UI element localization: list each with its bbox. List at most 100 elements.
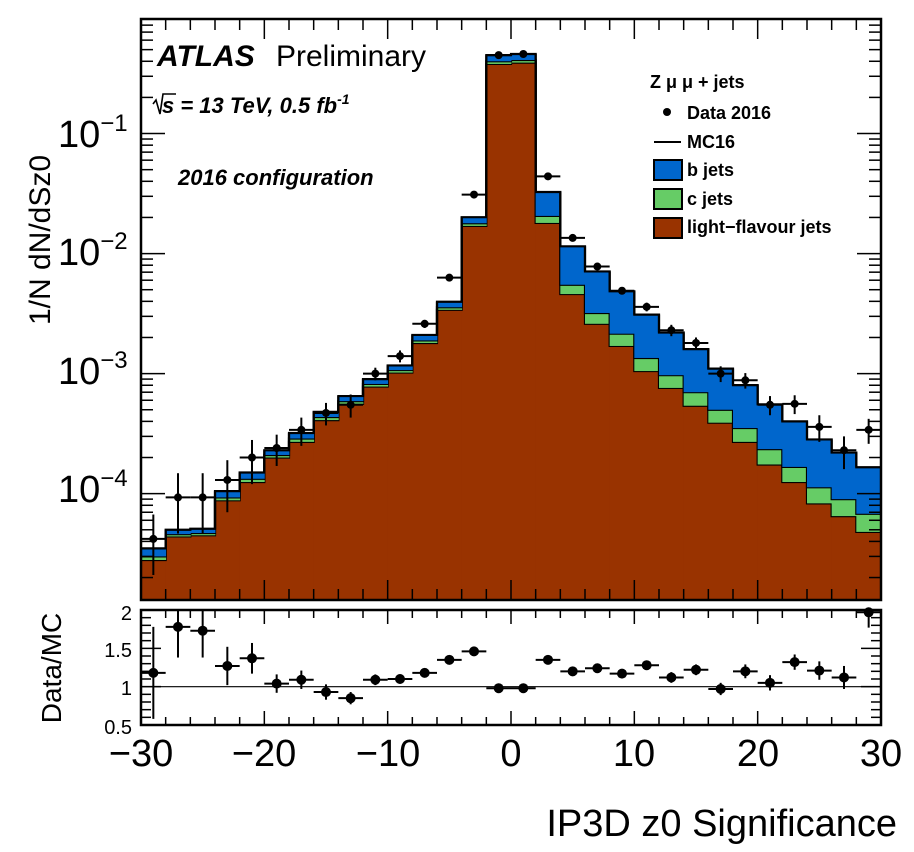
histogram-bar: [511, 62, 537, 600]
histogram-bar: [683, 405, 709, 600]
x-tick-labels: −30 −20 −10 0 10 20 30: [109, 733, 902, 775]
legend-label-light: light−flavour jets: [687, 217, 832, 237]
histogram-bar: [535, 215, 561, 223]
histogram-bar: [190, 535, 216, 600]
histogram-bar: [856, 467, 882, 514]
histogram-bar: [634, 357, 660, 372]
data-point: [174, 493, 182, 502]
x-tick-label: −20: [232, 733, 296, 775]
y-tick-label: 10−1: [58, 110, 128, 156]
data-point: [445, 273, 454, 282]
ratio-point: [666, 672, 677, 683]
histogram-bar: [412, 342, 438, 600]
histogram-bar: [659, 375, 685, 388]
histogram-bar: [634, 371, 660, 600]
histogram-bar: [437, 307, 463, 310]
histogram-bar: [437, 301, 463, 308]
histogram-bar: [634, 314, 660, 358]
ratio-point: [592, 663, 603, 674]
ratio-point: [222, 660, 233, 671]
ratio-plot-frame: [139, 608, 883, 727]
histogram-bar: [363, 379, 389, 384]
histogram-bar: [486, 61, 512, 64]
data-point: [716, 369, 725, 378]
energy-label: s = 13 TeV, 0.5 fb-1: [152, 91, 350, 118]
histogram-bar: [560, 246, 586, 285]
data-point: [519, 49, 528, 58]
ratio-point: [641, 660, 652, 671]
histogram-bar: [733, 428, 759, 442]
legend-label-b: b jets: [687, 160, 734, 180]
histogram-bar: [585, 271, 611, 313]
histogram-bar: [782, 421, 808, 467]
ratio-y-axis-label: Data/MC: [36, 613, 67, 723]
configuration-label: 2016 configuration: [177, 165, 374, 190]
histogram-bar: [165, 534, 191, 537]
histogram-bar: [560, 284, 586, 295]
legend-box-light: [653, 217, 683, 239]
ratio-point: [789, 657, 800, 668]
ratio-y-tick-label: 1: [121, 678, 132, 700]
histogram-bar: [807, 439, 833, 488]
main-y-axis-label: 1/N dN/dSz0: [24, 155, 57, 325]
histogram-bar: [461, 217, 487, 224]
histogram-bar: [165, 536, 191, 600]
data-point: [618, 286, 626, 295]
data-point: [568, 233, 577, 242]
histogram-bar: [856, 513, 882, 532]
ratio-point: [296, 674, 307, 685]
data-point: [371, 369, 380, 378]
x-axis-label: IP3D z0 Significance: [546, 803, 897, 845]
ratio-point: [469, 646, 479, 657]
data-point: [223, 475, 232, 484]
y-tick-label: 10−4: [58, 465, 128, 511]
data-point: [420, 319, 429, 328]
x-tick-label: 20: [737, 733, 779, 775]
histogram-bar: [782, 466, 808, 483]
ratio-point: [814, 665, 825, 676]
histogram-bar: [363, 383, 389, 387]
data-point: [815, 422, 824, 431]
data-point: [297, 425, 306, 434]
data-point: [396, 352, 404, 361]
atlas-label: ATLAS: [156, 40, 255, 73]
histogram-bar: [856, 531, 882, 600]
y-tick-label: 10−2: [58, 228, 128, 274]
data-point: [470, 190, 478, 199]
histogram-bar: [338, 403, 364, 600]
ratio-point: [765, 677, 775, 688]
histogram-bar: [733, 385, 759, 429]
main-data-points: [141, 49, 881, 575]
data-point: [198, 493, 207, 502]
ratio-point: [740, 666, 751, 677]
data-point: [494, 51, 503, 60]
histogram-bar: [363, 386, 389, 600]
x-tick-label: −10: [356, 733, 420, 775]
legend-header: Z μ μ + jets: [650, 72, 745, 92]
histogram-bar: [757, 449, 783, 465]
legend: Z μ μ + jets Data 2016 MC16 b jets c jet…: [650, 72, 832, 239]
ratio-point: [173, 621, 183, 632]
main-plot-frame: [139, 17, 883, 602]
ratio-y-tick-label: 1.5: [104, 640, 132, 662]
histogram-bar: [511, 59, 537, 63]
legend-label-mc: MC16: [687, 132, 735, 152]
data-point: [766, 400, 774, 409]
main-y-tick-labels: 10−1 10−2 10−3 10−4: [58, 110, 128, 511]
histogram-bar: [733, 441, 759, 600]
histogram-bar: [807, 487, 833, 504]
data-point: [840, 446, 848, 455]
ratio-point: [617, 668, 627, 679]
data-point: [642, 302, 651, 311]
ratio-point: [148, 667, 159, 678]
histogram-bar: [757, 464, 783, 600]
ratio-point: [370, 674, 381, 685]
ratio-y-tick-label: 0.5: [104, 717, 132, 739]
y-tick-label: 10−3: [58, 347, 128, 393]
histogram-bar: [412, 340, 438, 343]
histogram-bar: [387, 372, 413, 600]
ratio-point: [518, 683, 529, 694]
data-point: [864, 425, 873, 434]
histogram-bar: [683, 349, 709, 393]
